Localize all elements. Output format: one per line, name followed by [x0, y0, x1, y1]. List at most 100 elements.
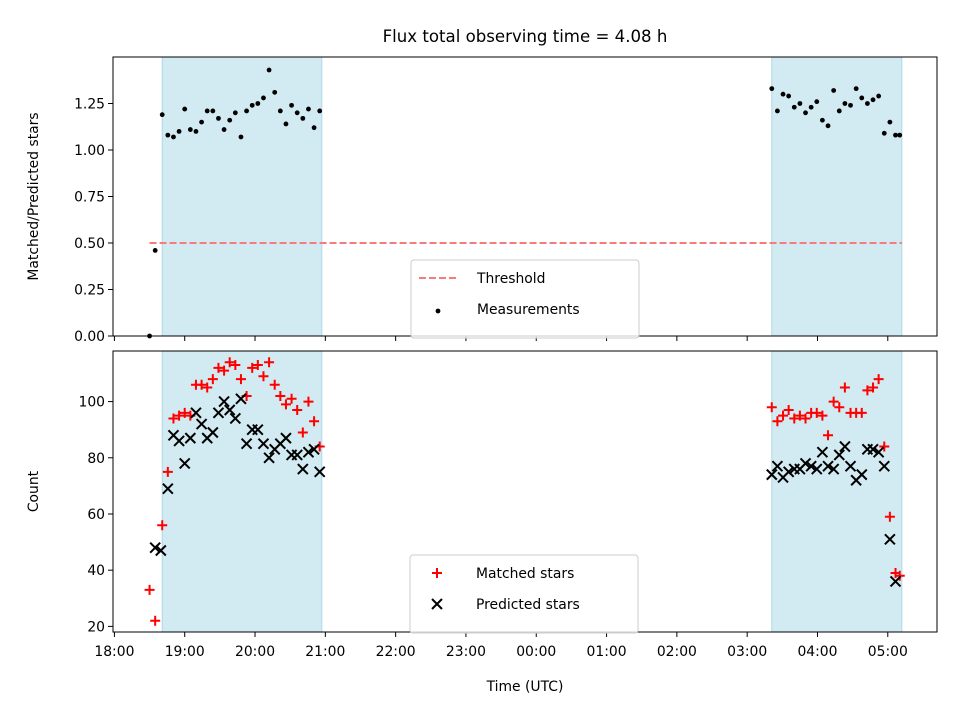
measurement-point — [199, 119, 204, 125]
matched-star-point — [213, 362, 224, 373]
predicted-star-point — [218, 395, 230, 408]
predicted-star-point — [811, 463, 823, 475]
y-axis-label: Count — [26, 470, 42, 512]
predicted-star-point — [816, 446, 829, 458]
measurement-point — [797, 101, 803, 106]
predicted-star-point — [805, 460, 817, 472]
measurement-point — [780, 91, 786, 97]
measurement-point — [819, 117, 825, 123]
matched-star-point — [297, 427, 308, 438]
measurement-point — [210, 108, 216, 114]
y-tick-label: 60 — [87, 507, 105, 523]
x-tick-label: 20:00 — [235, 644, 275, 660]
measurement-point — [283, 121, 289, 127]
legend-box — [409, 554, 639, 634]
matched-star-point — [303, 396, 314, 407]
matched-star-point — [275, 390, 286, 401]
predicted-star-point — [184, 432, 197, 444]
matched-star-point — [230, 360, 241, 371]
predicted-star-point — [149, 541, 161, 554]
measurement-point — [255, 101, 261, 106]
predicted-star-point — [822, 460, 834, 472]
measurement-point — [193, 129, 199, 134]
matched-star-point — [766, 402, 777, 413]
predicted-star-point — [308, 443, 320, 456]
predicted-star-point — [162, 482, 174, 495]
matched-star-point — [162, 466, 173, 477]
legend-label: Matched stars — [476, 566, 574, 582]
measurement-point — [238, 134, 244, 140]
predicted-star-point — [839, 440, 851, 453]
measurement-point — [266, 67, 272, 73]
measurement-point — [165, 132, 171, 138]
matched-star-point — [168, 413, 179, 424]
chart-title: Flux total observing time = 4.08 h — [383, 27, 668, 46]
matched-star-point — [224, 357, 235, 368]
predicted-star-point — [884, 533, 896, 545]
count-panel: 20 40 60 80 100 18:00 19:00 20:00 21:00 22:00 23:0… — [26, 350, 938, 660]
x-tick-label: 01:00 — [587, 644, 627, 660]
measurement-point — [159, 112, 165, 118]
matched-star-point — [144, 584, 155, 595]
matched-star-point — [292, 405, 303, 416]
predicted-star-point — [240, 438, 253, 450]
matched-star-point — [839, 382, 850, 393]
shaded-interval — [161, 56, 323, 337]
measurement-point — [859, 95, 865, 101]
predicted-star-point — [889, 575, 902, 588]
predicted-star-point — [155, 544, 167, 557]
predicted-star-point — [297, 463, 309, 475]
x-tick-label: 02:00 — [657, 644, 697, 660]
predicted-star-point — [291, 449, 303, 461]
measurement-point — [769, 86, 775, 92]
y-tick-label: 100 — [78, 395, 105, 411]
measurement-point — [876, 93, 882, 99]
measurement-point — [176, 129, 182, 134]
legend-label: Threshold — [476, 271, 545, 287]
y-tick-label: 0.25 — [74, 283, 105, 299]
measurement-point — [232, 110, 238, 116]
predicted-star-point — [878, 460, 890, 472]
predicted-star-point — [212, 407, 225, 419]
predicted-star-point — [827, 463, 840, 475]
predicted-star-point — [799, 457, 812, 470]
predicted-star-point — [856, 468, 868, 481]
measurement-point — [893, 132, 898, 138]
y-axis-label: Matched/Predicted stars — [26, 112, 42, 280]
predicted-star-point — [207, 426, 219, 439]
predicted-star-point — [766, 468, 778, 481]
measurement-point — [204, 108, 210, 114]
measurement-point — [187, 127, 193, 132]
x-tick-label: 04:00 — [797, 644, 837, 660]
matched-star-point — [309, 416, 320, 427]
measurement-point — [848, 102, 853, 108]
shaded-interval — [771, 350, 903, 633]
matched-star-point — [219, 365, 230, 376]
predicted-star-point — [833, 449, 845, 461]
y-tick-label: 20 — [87, 619, 105, 635]
matched-star-point — [873, 374, 884, 385]
matched-star-point — [879, 441, 890, 452]
y-tick-label: 80 — [87, 451, 105, 467]
y-tick-label: 1.00 — [74, 143, 105, 159]
measurement-point — [836, 108, 842, 114]
measurement-point — [853, 86, 859, 92]
matched-star-point — [174, 410, 185, 421]
y-tick-label: 0.00 — [74, 329, 105, 345]
x-axis-label: Time (UTC) — [486, 679, 564, 695]
measurement-point — [831, 88, 837, 93]
legend-box — [410, 259, 640, 339]
matched-star-point — [207, 374, 218, 385]
y-tick-label: 40 — [87, 563, 105, 579]
matched-star-point — [280, 399, 291, 410]
measurement-point — [171, 134, 176, 140]
x-tick-label: 03:00 — [727, 644, 767, 660]
x-tick-label: 19:00 — [165, 644, 205, 660]
predicted-star-point — [867, 443, 879, 456]
measurement-point — [221, 127, 227, 132]
predicted-star-point — [235, 393, 247, 405]
predicted-star-point — [263, 452, 275, 464]
predicted-star-point — [257, 438, 270, 450]
legend-label: Predicted stars — [476, 597, 580, 613]
